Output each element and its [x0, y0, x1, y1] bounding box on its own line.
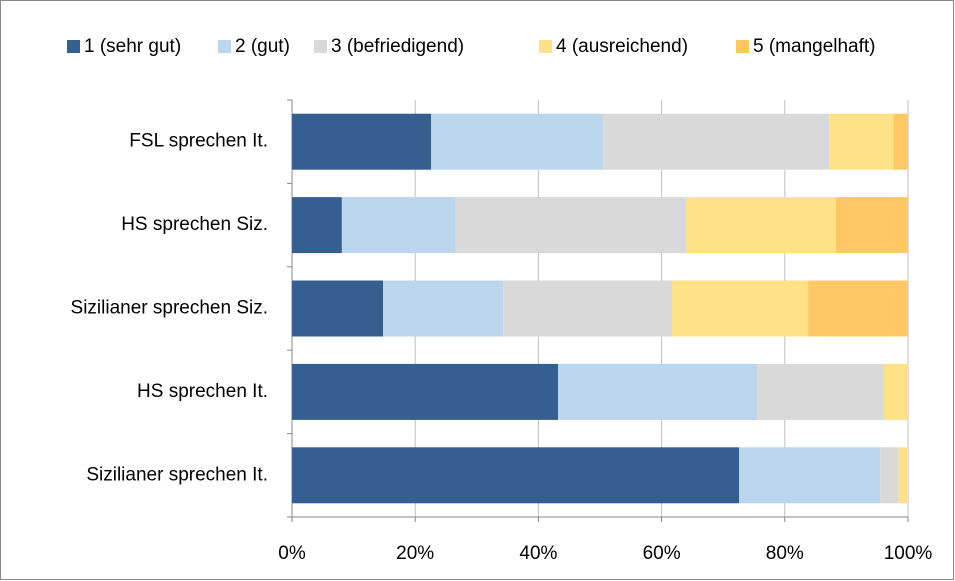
bar-segment [880, 447, 899, 504]
bar-segment [455, 197, 687, 254]
bar-segment [503, 280, 673, 337]
bar-segment [883, 363, 908, 420]
y-tick-label: Sizilianer sprechen It. [86, 464, 268, 485]
bar-segment [829, 113, 894, 170]
legend-swatch [314, 40, 327, 53]
x-tick-label: 40% [519, 543, 557, 564]
x-tick-label: 80% [766, 543, 804, 564]
x-tick-label: 0% [278, 543, 306, 564]
legend-swatch [539, 40, 552, 53]
legend-swatch [218, 40, 231, 53]
legend-label: 1 (sehr gut) [84, 36, 181, 57]
bar-segment [757, 363, 884, 420]
bar-segment [292, 113, 432, 170]
bar-segment [558, 363, 758, 420]
legend-label: 2 (gut) [235, 36, 290, 57]
legend-label: 3 (befriedigend) [331, 36, 464, 57]
bar-segment [292, 447, 740, 504]
bar-segment [739, 447, 881, 504]
bar-segment [431, 113, 604, 170]
bar-segment [292, 363, 559, 420]
bar-segment [835, 197, 908, 254]
bar-segment [672, 280, 809, 337]
legend-swatch [736, 40, 749, 53]
legend-label: 5 (mangelhaft) [753, 36, 876, 57]
y-tick-label: Sizilianer sprechen Siz. [71, 298, 268, 319]
bar-segment [383, 280, 504, 337]
bar-segment [898, 447, 908, 504]
bar-segment [341, 197, 456, 254]
legend-label: 4 (ausreichend) [556, 36, 688, 57]
bar-segment [808, 280, 908, 337]
y-tick-label: HS sprechen It. [137, 381, 268, 402]
y-tick-label: HS sprechen Siz. [121, 214, 268, 235]
x-tick-label: 100% [884, 543, 933, 564]
bar-segment [603, 113, 830, 170]
legend-swatch [67, 40, 80, 53]
x-tick-label: 60% [643, 543, 681, 564]
bar-segment [292, 197, 342, 254]
bar-segment [292, 280, 384, 337]
bar-segment [893, 113, 908, 170]
x-tick-label: 20% [396, 543, 434, 564]
y-tick-label: FSL sprechen It. [129, 131, 268, 152]
bar-segment [686, 197, 836, 254]
